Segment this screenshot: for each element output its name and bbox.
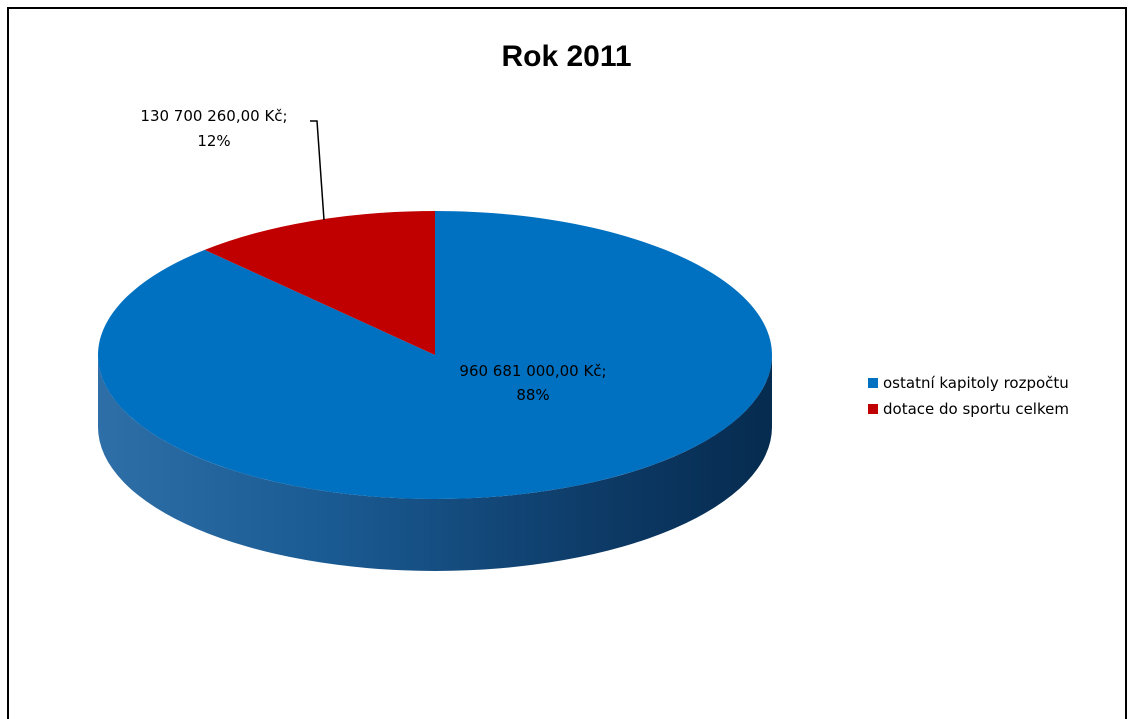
legend-item-ostatni: ostatní kapitoly rozpočtu (868, 370, 1069, 396)
legend-label: dotace do sportu celkem (883, 400, 1069, 418)
leader-line (310, 120, 325, 221)
data-label-value-dotace: 130 700 260,00 Kč; (140, 107, 287, 125)
pie-slice-dotace (204, 211, 435, 355)
legend-label: ostatní kapitoly rozpočtu (883, 374, 1069, 392)
pie-side-wall (98, 355, 772, 571)
data-label-percent-ostatni: 88% (516, 386, 549, 404)
data-label-percent-dotace: 12% (197, 132, 230, 150)
legend: ostatní kapitoly rozpočtu dotace do spor… (868, 370, 1069, 422)
legend-swatch (868, 378, 878, 388)
data-label-value-ostatni: 960 681 000,00 Kč; (459, 362, 606, 380)
legend-swatch (868, 404, 878, 414)
chart-title: Rok 2011 (501, 40, 632, 73)
legend-item-dotace: dotace do sportu celkem (868, 396, 1069, 422)
